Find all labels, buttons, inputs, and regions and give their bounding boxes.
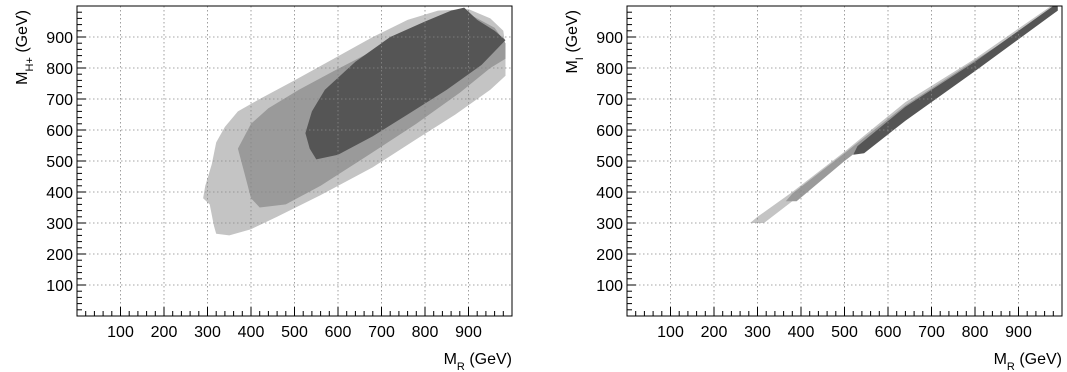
right-ytick-label-800: 800 [596,61,623,78]
right-ytick-label-700: 700 [596,92,623,109]
right-xtick-label-800: 800 [962,324,989,341]
left-xtick-label-200: 200 [151,324,178,341]
left-ytick-label-800: 800 [46,61,73,78]
left-xtick-label-900: 900 [455,324,482,341]
right-xtick-label-500: 500 [831,324,858,341]
left-xtick-label-500: 500 [281,324,308,341]
right-region-inner [853,6,1058,155]
left-y-axis-title: MH+ (GeV) [14,10,36,85]
left-ytick-label-900: 900 [46,30,73,47]
right-ytick-label-100: 100 [596,278,623,295]
left-xtick-label-300: 300 [194,324,221,341]
left-panel-tick-labels: 100 200 300 400 500 600 700 800 900 100 200 300 400 5… [46,30,482,341]
right-panel-regions [750,6,1058,223]
right-xtick-label-600: 600 [875,324,902,341]
right-x-axis-title-unit: (GeV) [1015,351,1062,368]
right-panel-grid [627,6,1062,316]
left-x-axis-title: MR (GeV) [444,351,512,372]
right-xtick-label-400: 400 [788,324,815,341]
right-xtick-label-200: 200 [701,324,728,341]
right-y-axis-title: MI (GeV) [564,10,586,74]
right-xtick-label-100: 100 [657,324,684,341]
left-panel-regions [203,7,506,236]
right-y-axis-title-main: M [564,60,581,73]
left-y-axis-title-sub: H+ [24,57,36,71]
left-ytick-label-400: 400 [46,185,73,202]
right-ytick-label-300: 300 [596,216,623,233]
left-x-axis-title-main: M [444,351,457,368]
right-ytick-label-500: 500 [596,154,623,171]
right-y-axis-title-sub: I [574,57,586,60]
right-panel-tick-labels: 100 200 300 400 500 600 700 800 900 100 200 300 400 5… [596,30,1032,341]
right-x-axis-title-sub: R [1007,361,1015,372]
left-region-inner [305,7,506,160]
right-x-axis-title-main: M [994,351,1007,368]
right-xtick-label-700: 700 [918,324,945,341]
right-panel-mr-vs-mi: 100 200 300 400 500 600 700 800 900 100 200 300 400 5… [564,5,1063,372]
right-ytick-label-900: 900 [596,30,623,47]
left-y-axis-title-main: M [14,72,31,85]
left-panel-ticks [77,11,504,316]
right-x-axis-title: MR (GeV) [994,351,1062,372]
right-xtick-label-900: 900 [1005,324,1032,341]
left-xtick-label-600: 600 [325,324,352,341]
left-panel-mr-vs-mhplus: 100 200 300 400 500 600 700 800 900 100 200 300 400 5… [14,5,513,372]
left-xtick-label-100: 100 [107,324,134,341]
left-x-axis-title-sub: R [457,361,465,372]
left-ytick-label-100: 100 [46,278,73,295]
left-xtick-label-800: 800 [412,324,439,341]
left-y-axis-title-unit: (GeV) [14,10,31,57]
right-ytick-label-400: 400 [596,185,623,202]
left-ytick-label-600: 600 [46,123,73,140]
right-ytick-label-600: 600 [596,123,623,140]
left-xtick-label-700: 700 [368,324,395,341]
left-x-axis-title-unit: (GeV) [465,351,512,368]
left-xtick-label-400: 400 [238,324,265,341]
right-panel-ticks [627,11,1054,316]
left-ytick-label-500: 500 [46,154,73,171]
left-panel-grid [77,6,512,316]
right-y-axis-title-unit: (GeV) [564,10,581,57]
right-xtick-label-300: 300 [744,324,771,341]
right-ytick-label-200: 200 [596,247,623,264]
left-ytick-label-700: 700 [46,92,73,109]
left-ytick-label-300: 300 [46,216,73,233]
left-ytick-label-200: 200 [46,247,73,264]
